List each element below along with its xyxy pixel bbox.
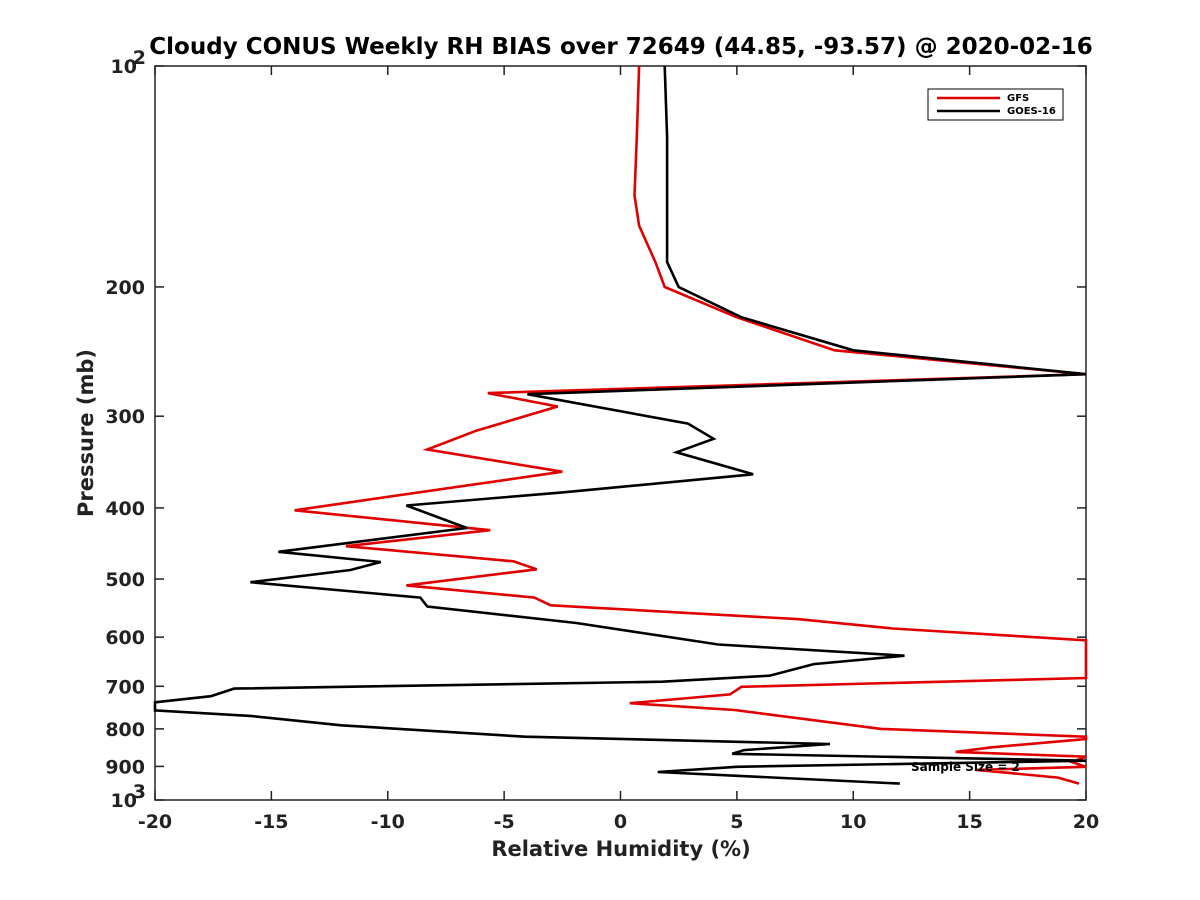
y-tick-label-base: 200 bbox=[105, 277, 145, 299]
series-line-gfs bbox=[294, 65, 1088, 785]
y-tick-label-exponent: 2 bbox=[133, 47, 146, 69]
y-tick-label: 10 bbox=[111, 790, 137, 812]
y-tick-label: 700 bbox=[105, 676, 145, 698]
series-line-goes16 bbox=[153, 65, 1087, 785]
sample-size-annotation: Sample Size = 2 bbox=[911, 760, 1020, 774]
x-tick-label: -10 bbox=[371, 811, 405, 833]
x-tick-label: 0 bbox=[614, 811, 627, 833]
y-tick-label-base: 700 bbox=[105, 676, 145, 698]
x-tick-label: 15 bbox=[956, 811, 982, 833]
legend-box bbox=[927, 88, 1064, 121]
y-axis-label: Pressure (mb) bbox=[74, 349, 98, 517]
y-tick-label-base: 300 bbox=[105, 406, 145, 428]
x-tick-label: -20 bbox=[138, 811, 172, 833]
legend-label-gfs: GFS bbox=[1007, 93, 1029, 104]
y-tick-label: 300 bbox=[105, 406, 145, 428]
y-tick-label: 500 bbox=[105, 569, 145, 591]
plot-area bbox=[154, 65, 1087, 801]
x-tick-label: 20 bbox=[1073, 811, 1099, 833]
y-tick-label-base: 900 bbox=[105, 756, 145, 778]
y-tick-label-base: 800 bbox=[105, 719, 145, 741]
y-tick-label-base: 500 bbox=[105, 569, 145, 591]
y-tick-label: 800 bbox=[105, 719, 145, 741]
y-tick-label-base: 600 bbox=[105, 627, 145, 649]
y-tick-label: 600 bbox=[105, 627, 145, 649]
x-axis-ticks: -20 -15 -10 -5 0 5 10 15 20 bbox=[138, 66, 1099, 833]
legend-label-goes16: GOES-16 bbox=[1007, 106, 1056, 117]
y-tick-label-exponent: 3 bbox=[133, 781, 146, 803]
y-tick-label: 10 bbox=[111, 56, 137, 78]
x-tick-label: 5 bbox=[730, 811, 743, 833]
y-tick-label: 400 bbox=[105, 498, 145, 520]
chart-title: Cloudy CONUS Weekly RH BIAS over 72649 (… bbox=[149, 34, 1092, 60]
legend: GFS GOES-16 bbox=[927, 88, 1064, 121]
plot-frame bbox=[154, 65, 1087, 801]
y-tick-label-base: 10 bbox=[111, 790, 137, 812]
series-layer bbox=[153, 65, 1088, 785]
y-tick-label: 200 bbox=[105, 277, 145, 299]
x-tick-label: -5 bbox=[494, 811, 515, 833]
x-tick-label: 10 bbox=[840, 811, 866, 833]
x-tick-label: -15 bbox=[254, 811, 288, 833]
y-tick-label-base: 400 bbox=[105, 498, 145, 520]
x-axis-label: Relative Humidity (%) bbox=[491, 837, 750, 861]
y-tick-label: 900 bbox=[105, 756, 145, 778]
y-tick-label-base: 10 bbox=[111, 56, 137, 78]
